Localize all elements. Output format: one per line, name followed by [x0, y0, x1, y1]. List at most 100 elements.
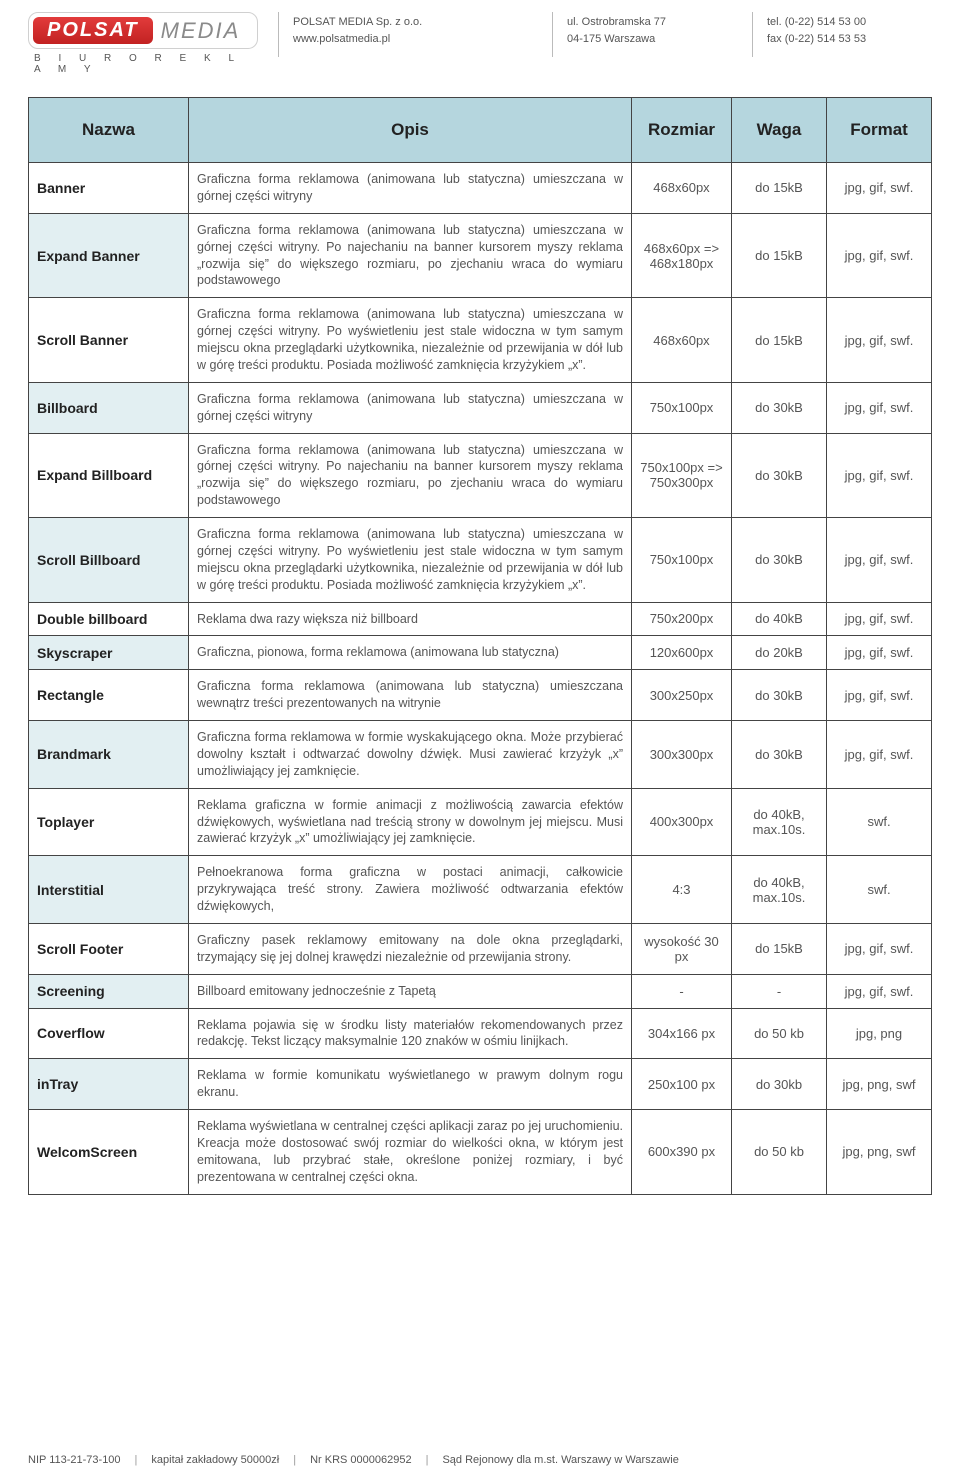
- cell-weight: do 30kB: [732, 382, 827, 433]
- cell-size: 400x300px: [632, 788, 732, 856]
- cell-desc: Graficzny pasek reklamowy emitowany na d…: [189, 923, 632, 974]
- table-row: SkyscraperGraficzna, pionowa, forma rekl…: [29, 636, 932, 670]
- cell-size: -: [632, 974, 732, 1008]
- cell-size: 250x100 px: [632, 1059, 732, 1110]
- cell-size: 4:3: [632, 856, 732, 924]
- cell-format: jpg, png: [827, 1008, 932, 1059]
- cell-size: 120x600px: [632, 636, 732, 670]
- cell-weight: do 30kb: [732, 1059, 827, 1110]
- cell-size: 468x60px: [632, 298, 732, 383]
- cell-format: jpg, png, swf: [827, 1110, 932, 1195]
- contact-info: tel. (0-22) 514 53 00 fax (0-22) 514 53 …: [752, 12, 932, 57]
- cell-size: 468x60px => 468x180px: [632, 213, 732, 298]
- cell-format: jpg, gif, swf.: [827, 382, 932, 433]
- footer: NIP 113-21-73-100 | kapitał zakładowy 50…: [28, 1454, 932, 1466]
- footer-nip: NIP 113-21-73-100: [28, 1454, 121, 1466]
- logo: POLSAT MEDIA B I U R O R E K L A M Y: [28, 12, 258, 75]
- cell-desc: Graficzna forma reklamowa (animowana lub…: [189, 433, 632, 518]
- cell-size: 750x100px: [632, 518, 732, 603]
- cell-size: 750x100px => 750x300px: [632, 433, 732, 518]
- cell-weight: do 50 kb: [732, 1110, 827, 1195]
- logo-polsat: POLSAT: [33, 17, 153, 44]
- cell-size: 304x166 px: [632, 1008, 732, 1059]
- cell-size: 300x250px: [632, 670, 732, 721]
- cell-format: jpg, gif, swf.: [827, 602, 932, 636]
- cell-desc: Graficzna forma reklamowa (animowana lub…: [189, 213, 632, 298]
- cell-desc: Reklama pojawia się w środku listy mater…: [189, 1008, 632, 1059]
- cell-name: Rectangle: [29, 670, 189, 721]
- cell-desc: Billboard emitowany jednocześnie z Tapet…: [189, 974, 632, 1008]
- cell-name: Double billboard: [29, 602, 189, 636]
- cell-weight: do 30kB: [732, 518, 827, 603]
- address-info: ul. Ostrobramska 77 04-175 Warszawa: [552, 12, 732, 57]
- cell-desc: Reklama wyświetlana w centralnej części …: [189, 1110, 632, 1195]
- cell-format: jpg, gif, swf.: [827, 974, 932, 1008]
- table-row: RectangleGraficzna forma reklamowa (anim…: [29, 670, 932, 721]
- cell-desc: Reklama graficzna w formie animacji z mo…: [189, 788, 632, 856]
- cell-format: jpg, gif, swf.: [827, 923, 932, 974]
- cell-name: inTray: [29, 1059, 189, 1110]
- cell-size: 300x300px: [632, 721, 732, 789]
- contact-tel: tel. (0-22) 514 53 00: [767, 14, 932, 31]
- col-opis: Opis: [189, 98, 632, 163]
- company-name: POLSAT MEDIA Sp. z o.o.: [293, 14, 532, 31]
- footer-sep: |: [293, 1454, 296, 1466]
- cell-name: Scroll Banner: [29, 298, 189, 383]
- cell-weight: do 30kB: [732, 670, 827, 721]
- cell-desc: Graficzna forma reklamowa w formie wyska…: [189, 721, 632, 789]
- cell-format: jpg, gif, swf.: [827, 213, 932, 298]
- cell-name: Coverflow: [29, 1008, 189, 1059]
- col-rozmiar: Rozmiar: [632, 98, 732, 163]
- cell-weight: do 30kB: [732, 721, 827, 789]
- table-row: Expand BillboardGraficzna forma reklamow…: [29, 433, 932, 518]
- cell-format: jpg, gif, swf.: [827, 518, 932, 603]
- cell-desc: Pełnoekranowa forma graficzna w postaci …: [189, 856, 632, 924]
- table-row: BillboardGraficzna forma reklamowa (anim…: [29, 382, 932, 433]
- cell-format: jpg, gif, swf.: [827, 163, 932, 214]
- cell-desc: Graficzna forma reklamowa (animowana lub…: [189, 518, 632, 603]
- footer-sep: |: [135, 1454, 138, 1466]
- table-row: ToplayerReklama graficzna w formie anima…: [29, 788, 932, 856]
- table-row: Double billboardReklama dwa razy większa…: [29, 602, 932, 636]
- cell-name: Brandmark: [29, 721, 189, 789]
- cell-desc: Graficzna, pionowa, forma reklamowa (ani…: [189, 636, 632, 670]
- cell-name: Expand Billboard: [29, 433, 189, 518]
- cell-format: jpg, gif, swf.: [827, 433, 932, 518]
- cell-desc: Reklama w formie komunikatu wyświetlaneg…: [189, 1059, 632, 1110]
- col-format: Format: [827, 98, 932, 163]
- cell-desc: Graficzna forma reklamowa (animowana lub…: [189, 163, 632, 214]
- cell-weight: do 50 kb: [732, 1008, 827, 1059]
- cell-desc: Reklama dwa razy większa niż billboard: [189, 602, 632, 636]
- footer-krs: Nr KRS 0000062952: [310, 1454, 412, 1466]
- table-row: Scroll BannerGraficzna forma reklamowa (…: [29, 298, 932, 383]
- table-row: inTrayReklama w formie komunikatu wyświe…: [29, 1059, 932, 1110]
- cell-format: swf.: [827, 788, 932, 856]
- letterhead: POLSAT MEDIA B I U R O R E K L A M Y POL…: [28, 12, 932, 79]
- cell-size: wysokość 30 px: [632, 923, 732, 974]
- cell-format: jpg, gif, swf.: [827, 298, 932, 383]
- table-header-row: Nazwa Opis Rozmiar Waga Format: [29, 98, 932, 163]
- cell-name: Expand Banner: [29, 213, 189, 298]
- table-row: BannerGraficzna forma reklamowa (animowa…: [29, 163, 932, 214]
- footer-sep: |: [426, 1454, 429, 1466]
- cell-name: Screening: [29, 974, 189, 1008]
- table-row: Scroll BillboardGraficzna forma reklamow…: [29, 518, 932, 603]
- cell-format: jpg, gif, swf.: [827, 721, 932, 789]
- table-row: Scroll FooterGraficzny pasek reklamowy e…: [29, 923, 932, 974]
- cell-weight: -: [732, 974, 827, 1008]
- cell-desc: Graficzna forma reklamowa (animowana lub…: [189, 382, 632, 433]
- cell-name: Toplayer: [29, 788, 189, 856]
- cell-format: swf.: [827, 856, 932, 924]
- cell-format: jpg, png, swf: [827, 1059, 932, 1110]
- col-waga: Waga: [732, 98, 827, 163]
- footer-kapital: kapitał zakładowy 50000zł: [151, 1454, 279, 1466]
- logo-media: MEDIA: [153, 18, 241, 44]
- cell-weight: do 15kB: [732, 213, 827, 298]
- cell-size: 750x200px: [632, 602, 732, 636]
- ad-formats-table: Nazwa Opis Rozmiar Waga Format BannerGra…: [28, 97, 932, 1195]
- table-body: BannerGraficzna forma reklamowa (animowa…: [29, 163, 932, 1195]
- contact-fax: fax (0-22) 514 53 53: [767, 31, 932, 48]
- cell-name: Billboard: [29, 382, 189, 433]
- cell-name: Interstitial: [29, 856, 189, 924]
- cell-size: 750x100px: [632, 382, 732, 433]
